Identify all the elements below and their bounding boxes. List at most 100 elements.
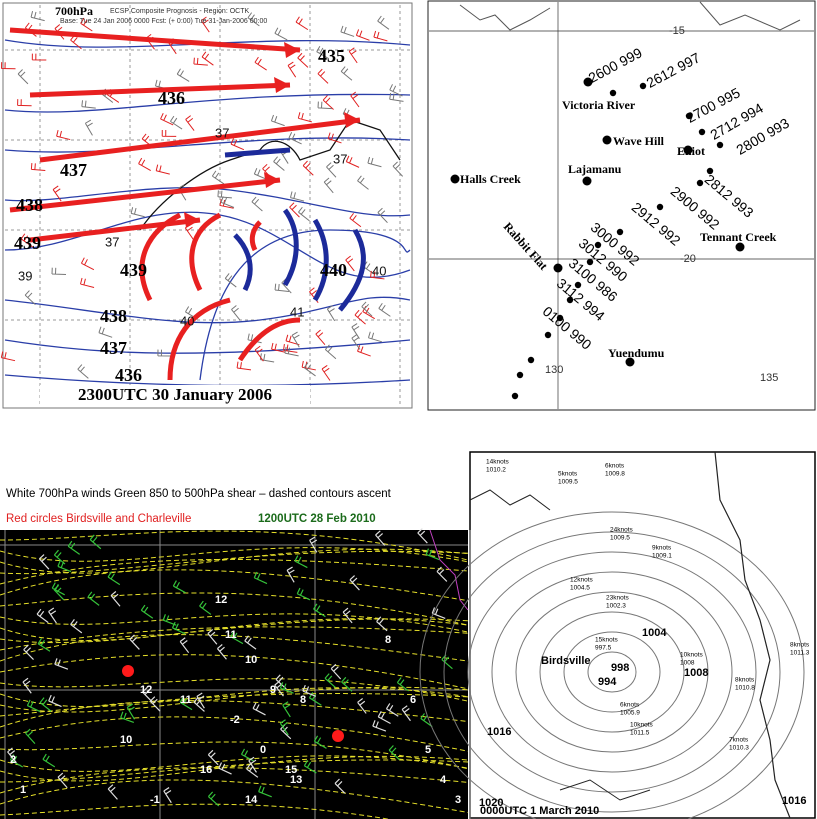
panel-c-map (0, 530, 468, 819)
flow-arrow (29, 82, 291, 98)
wind-barb (274, 283, 290, 292)
place-dot (553, 263, 563, 273)
wind-barb (107, 784, 118, 800)
wind-barb (81, 100, 96, 109)
ascent-contour (0, 592, 469, 626)
ascent-contour (0, 741, 469, 770)
ascent-contour (0, 803, 391, 819)
contour-value: 2 (10, 754, 16, 766)
wind-barb (217, 190, 232, 199)
place-name: Yuendumu (608, 346, 665, 360)
isobar (539, 611, 685, 733)
flow-arrowhead (184, 212, 200, 228)
wind-barb (87, 591, 100, 606)
wind-barb (282, 701, 291, 718)
wind-barb (313, 735, 327, 749)
wind-barb (176, 68, 190, 82)
wind-barb (37, 638, 51, 652)
height-label: 437 (60, 160, 87, 180)
track-dot (544, 331, 552, 339)
wind-barb (321, 364, 331, 381)
height-label: 435 (318, 46, 345, 66)
place-dot (583, 77, 593, 87)
wind-barb (67, 540, 81, 555)
height-contour (199, 229, 411, 381)
wind-barb (296, 587, 311, 601)
track-dot (616, 228, 624, 236)
wind-barb (179, 696, 193, 711)
flow-arrow (29, 217, 201, 243)
caption-bg (40, 385, 310, 405)
wind-barb (48, 694, 62, 708)
contour-value: 8 (300, 694, 306, 706)
caption: 2300UTC 30 January 2006 (78, 385, 272, 404)
isobar (467, 551, 757, 793)
wind-barb (340, 66, 353, 81)
wind-barb (294, 555, 308, 569)
temperature-label: 40 (372, 263, 386, 278)
contour-value: 8 (385, 634, 391, 646)
wind-barb (179, 637, 190, 654)
wind-barb (317, 101, 333, 110)
temperature-label: 37 (105, 234, 119, 249)
contour-value: 1 (20, 784, 26, 796)
wind-barb (309, 536, 318, 553)
temperature-label: 37 (333, 151, 347, 166)
wind-barb (357, 175, 369, 190)
wind-barb (163, 787, 172, 804)
height-contour (4, 374, 411, 387)
level-label: 700hPa (55, 4, 93, 18)
contour-value: 0 (260, 744, 266, 756)
wind-barb (17, 69, 29, 85)
wind-barb (254, 56, 267, 71)
height-label: 436 (158, 88, 185, 108)
border (429, 529, 469, 611)
station-marker (122, 665, 134, 677)
isobar-label: 1016 (487, 726, 511, 738)
wind-barb (31, 53, 47, 61)
flow-arrow (9, 177, 281, 213)
ascent-contour (0, 700, 469, 728)
header-text: ECSP Composite Prognosis - Region: OCTK (110, 8, 249, 15)
station-report: 9knots (652, 545, 672, 552)
place-name: Tennant Creek (700, 230, 777, 244)
wind-barb (171, 621, 186, 635)
wind-barb (193, 57, 208, 66)
wind-barb (303, 760, 317, 774)
wind-barb (436, 566, 448, 582)
track-dot (574, 281, 582, 289)
wind-barb (273, 156, 285, 171)
track-dot (698, 128, 706, 136)
height-label: 437 (100, 338, 127, 358)
wind-barb (253, 571, 268, 585)
longitude-label: 135 (760, 372, 778, 384)
track-dot (556, 314, 564, 322)
wind-barb (313, 603, 326, 618)
station-report: 15knots (595, 637, 619, 644)
wind-barb (389, 84, 403, 97)
station-report: 1010.3 (729, 745, 749, 752)
wind-barb (24, 290, 36, 306)
wind-barb (420, 713, 433, 728)
wind-barb (98, 326, 113, 338)
contour-value: 4 (440, 774, 447, 786)
wind-barb (230, 630, 244, 645)
place-dot (625, 357, 635, 367)
track-dot (706, 167, 714, 175)
ascent-contour (0, 558, 469, 585)
height-contour (4, 339, 411, 354)
wind-barb (130, 207, 145, 218)
wind-barb (385, 703, 399, 717)
wind-barb (107, 571, 121, 586)
place-name: Wave Hill (613, 134, 665, 148)
ascent-contour (0, 687, 469, 708)
wind-barb (324, 344, 337, 360)
track-dot (685, 112, 693, 120)
track-dot (511, 392, 519, 400)
wind-barb (279, 719, 289, 736)
place-dot (683, 145, 693, 155)
temperature-label: 40 (180, 313, 194, 328)
station-report: 1011.5 (630, 730, 650, 737)
isobar (563, 631, 661, 713)
station-report: 6knots (605, 463, 625, 470)
